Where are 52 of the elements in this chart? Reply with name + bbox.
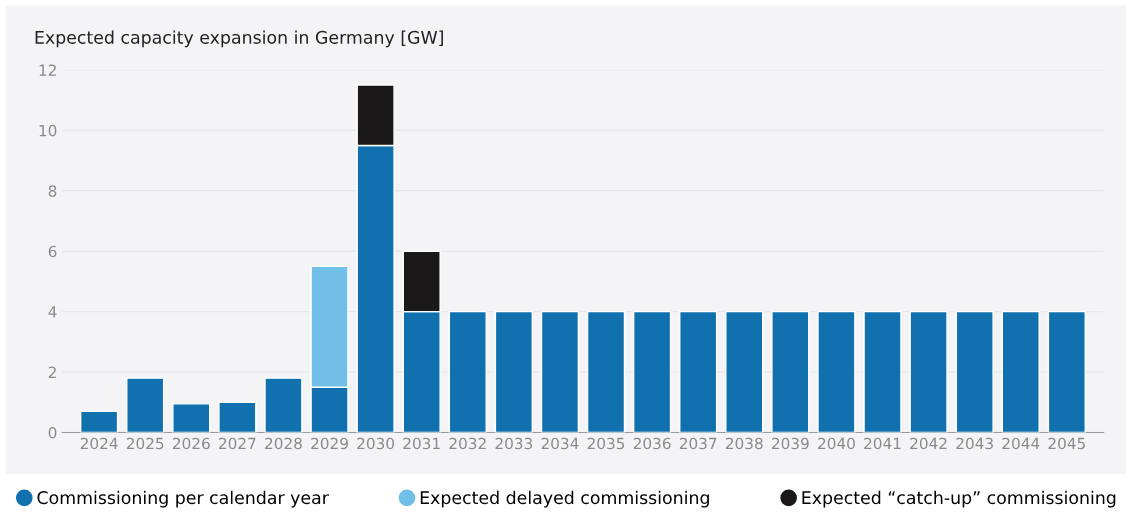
- x-tick-label: 2038: [725, 437, 763, 450]
- x-tick-label: 2039: [772, 437, 809, 450]
- bar: [771, 310, 810, 433]
- bar: [909, 310, 948, 433]
- bar: [494, 310, 533, 433]
- bar: [725, 310, 764, 433]
- x-tick-label: 2029: [311, 437, 348, 450]
- bar: [1047, 310, 1086, 433]
- y-tick-label: 0: [48, 427, 57, 439]
- y-tick-label: 8: [48, 185, 57, 197]
- x-tick-label: 2025: [126, 437, 164, 450]
- bar: [540, 310, 580, 433]
- y-tick-label: 2: [48, 366, 56, 378]
- x-tick-label: 2024: [80, 437, 118, 450]
- x-tick-label: 2032: [449, 437, 486, 450]
- x-tick-label: 2041: [864, 437, 901, 450]
- y-tick-label: 12: [39, 64, 56, 76]
- bar: [955, 310, 994, 433]
- y-tick-label: 4: [48, 306, 57, 318]
- x-tick-label: 2044: [1002, 437, 1040, 450]
- x-tick-label: 2030: [357, 437, 395, 450]
- x-tick-label: 2033: [495, 437, 533, 450]
- bar: [863, 310, 902, 433]
- bar: [586, 310, 626, 433]
- x-tick-label: 2042: [910, 437, 947, 450]
- bar: [448, 310, 487, 433]
- y-tick-label: 6: [48, 245, 57, 258]
- x-tick-label: 2028: [265, 437, 302, 450]
- bar: [264, 377, 303, 433]
- y-tick-label: 10: [39, 124, 57, 137]
- bar: [679, 310, 718, 433]
- legend-label: Expected “catch-up” commissioning: [802, 490, 1116, 508]
- bar: [632, 310, 672, 433]
- bar: [817, 310, 856, 433]
- legend-label: Expected delayed commissioning: [420, 490, 709, 508]
- bar: [218, 401, 257, 433]
- x-tick-label: 2026: [172, 437, 210, 450]
- bar: [79, 410, 119, 433]
- x-tick-label: 2043: [956, 437, 993, 450]
- bar: [172, 403, 211, 433]
- bar: [1001, 310, 1040, 433]
- x-tick-label: 2040: [818, 437, 855, 450]
- x-tick-label: 2036: [633, 437, 671, 450]
- x-tick-label: 2037: [679, 437, 717, 450]
- bar: [126, 377, 165, 433]
- x-tick-label: 2034: [541, 437, 579, 450]
- x-tick-label: 2027: [219, 437, 256, 450]
- x-tick-label: 2031: [403, 437, 440, 450]
- legend-label: Commissioning per calendar year: [37, 490, 329, 508]
- x-tick-label: 2045: [1048, 437, 1085, 450]
- x-tick-label: 2035: [587, 437, 625, 450]
- chart-title: Expected capacity expansion in Germany [GW]: [35, 30, 443, 48]
